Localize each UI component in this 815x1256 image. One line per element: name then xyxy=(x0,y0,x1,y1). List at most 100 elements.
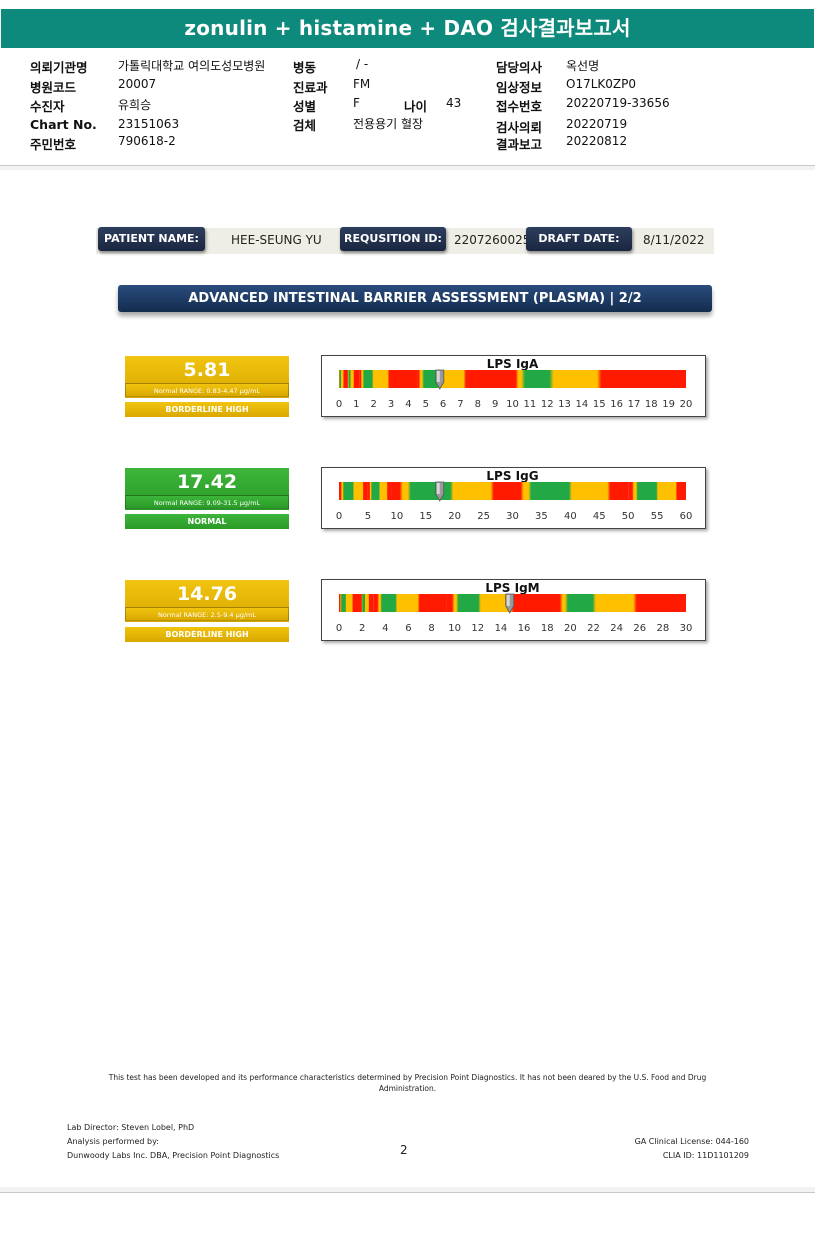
disclaimer: This test has been developed and its per… xyxy=(60,1072,755,1094)
tick-label: 15 xyxy=(419,511,432,522)
marker-highlight xyxy=(436,371,440,382)
tick-label: 8 xyxy=(475,399,481,410)
lab-name: Dunwoody Labs Inc. DBA, Precision Point … xyxy=(67,1151,280,1160)
tick-label: 4 xyxy=(405,399,411,410)
label-doctor: 담당의사 xyxy=(496,60,543,75)
gauge-zone-red xyxy=(339,370,348,388)
normal-range: Normal RANGE: 9.09-31.5 μg/mL xyxy=(125,495,289,509)
page-divider-bottom xyxy=(0,1187,815,1193)
gauge-zone-yellow xyxy=(360,594,374,612)
chart-title: LPS IgM xyxy=(485,581,539,595)
result-box-lps-iga: 5.81 Normal RANGE: 0.83-4.47 μg/mL xyxy=(125,356,289,398)
tick-label: 7 xyxy=(457,399,463,410)
value-accession: 20220719-33656 xyxy=(566,96,670,110)
label-department: 진료과 xyxy=(293,80,328,95)
tick-label: 30 xyxy=(506,511,519,522)
tick-label: 14 xyxy=(495,623,508,634)
tick-label: 40 xyxy=(564,511,577,522)
value-age: 43 xyxy=(446,96,462,110)
tick-label: 19 xyxy=(662,399,675,410)
value-chart-no: 23151063 xyxy=(118,117,180,131)
license-info: GA Clinical License: 044-160 CLIA ID: 11… xyxy=(635,1135,749,1163)
gauge-zone-yellow xyxy=(367,482,392,500)
tick-label: 5 xyxy=(365,511,371,522)
gauge-zone-yellow xyxy=(417,370,513,388)
gauge-zone-green xyxy=(373,594,447,612)
tick-label: 1 xyxy=(353,399,359,410)
gauge-zone-yellow xyxy=(512,482,629,500)
gauge-zone-red xyxy=(512,370,686,388)
draft-date-value: 8/11/2022 xyxy=(643,233,705,247)
gauge-chart-lps-iga: LPS IgA 0 1 2 3 4 5 6 7 8 9 10 11 12 13 14 15 16 17 18 19 20 xyxy=(321,355,706,417)
result-box-lps-igm: 14.76 Normal RANGE: 2.5-9.4 μg/mL xyxy=(125,580,289,622)
marker-highlight xyxy=(436,483,440,494)
gauge-zone-red xyxy=(628,482,686,500)
tick-label: 50 xyxy=(622,511,635,522)
value-request-date: 20220719 xyxy=(566,117,628,131)
tick-label: 25 xyxy=(477,511,490,522)
value-resident-no: 790618-2 xyxy=(118,134,176,148)
patient-name-value: HEE-SEUNG YU xyxy=(231,233,322,247)
gauge-zone-green xyxy=(391,482,513,500)
gauge-zone-red xyxy=(339,482,368,500)
tick-label: 0 xyxy=(336,623,342,634)
tick-label: 12 xyxy=(541,399,554,410)
status-badge: BORDERLINE HIGH xyxy=(125,402,289,417)
tick-label: 28 xyxy=(656,623,669,634)
label-request-date: 검사의뢰 xyxy=(496,120,543,135)
tick-label: 3 xyxy=(388,399,394,410)
result-value: 17.42 xyxy=(176,471,238,493)
label-clinical-info: 임상정보 xyxy=(496,80,543,95)
tick-label: 6 xyxy=(440,399,446,410)
value-ward: / - xyxy=(356,57,369,71)
tick-label: 26 xyxy=(633,623,646,634)
disclaimer-line-2: Administration. xyxy=(378,1084,437,1093)
label-accession: 접수번호 xyxy=(496,99,543,114)
gauge-zone-yellow xyxy=(446,594,553,612)
label-ward: 병동 xyxy=(293,60,317,75)
tick-label: 45 xyxy=(593,511,606,522)
label-resident-no: 주민번호 xyxy=(30,137,77,152)
value-clinical-info: O17LK0ZP0 xyxy=(566,77,636,91)
result-value: 5.81 xyxy=(183,359,231,381)
tick-label: 13 xyxy=(558,399,571,410)
section-title: ADVANCED INTESTINAL BARRIER ASSESSMENT (… xyxy=(118,285,712,312)
tick-label: 16 xyxy=(518,623,531,634)
normal-range: Normal RANGE: 2.5-9.4 μg/mL xyxy=(125,607,289,621)
lab-info: Lab Director: Steven Lobel, PhD Analysis… xyxy=(67,1121,279,1163)
draft-date-label: DRAFT DATE: xyxy=(526,227,632,251)
tick-label: 22 xyxy=(587,623,600,634)
value-sex: F xyxy=(353,96,360,110)
tick-label: 16 xyxy=(610,399,623,410)
tick-label: 17 xyxy=(628,399,641,410)
tick-label: 20 xyxy=(564,623,577,634)
requisition-id-label: REQUSITION ID: xyxy=(340,227,446,251)
value-department: FM xyxy=(353,77,371,91)
tick-label: 20 xyxy=(448,511,461,522)
tick-label: 55 xyxy=(651,511,664,522)
tick-label: 10 xyxy=(506,399,519,410)
normal-range: Normal RANGE: 0.83-4.47 μg/mL xyxy=(125,383,289,397)
value-hospital-code: 20007 xyxy=(118,77,157,91)
tick-label: 35 xyxy=(535,511,548,522)
gauge-svg: LPS IgG 0 5 10 15 20 25 30 35 40 45 50 55 60 xyxy=(336,469,693,522)
tick-label: 5 xyxy=(423,399,429,410)
analysis-by: Analysis performed by: xyxy=(67,1137,159,1146)
clia-id: CLIA ID: 11D1101209 xyxy=(662,1151,749,1160)
page-number: 2 xyxy=(400,1143,408,1157)
label-patient: 수진자 xyxy=(30,99,65,114)
status-badge: NORMAL xyxy=(125,514,289,529)
gauge-zone-red xyxy=(339,594,361,612)
tick-label: 15 xyxy=(593,399,606,410)
tick-label: 60 xyxy=(680,511,693,522)
tick-label: 18 xyxy=(541,623,554,634)
value-doctor: 옥선명 xyxy=(566,59,600,73)
value-marker xyxy=(435,369,445,390)
label-report-date: 결과보고 xyxy=(496,137,543,152)
tick-label: 0 xyxy=(336,511,342,522)
value-marker xyxy=(435,481,445,502)
label-age: 나이 xyxy=(404,99,428,114)
label-institution: 의뢰기관명 xyxy=(30,60,88,75)
